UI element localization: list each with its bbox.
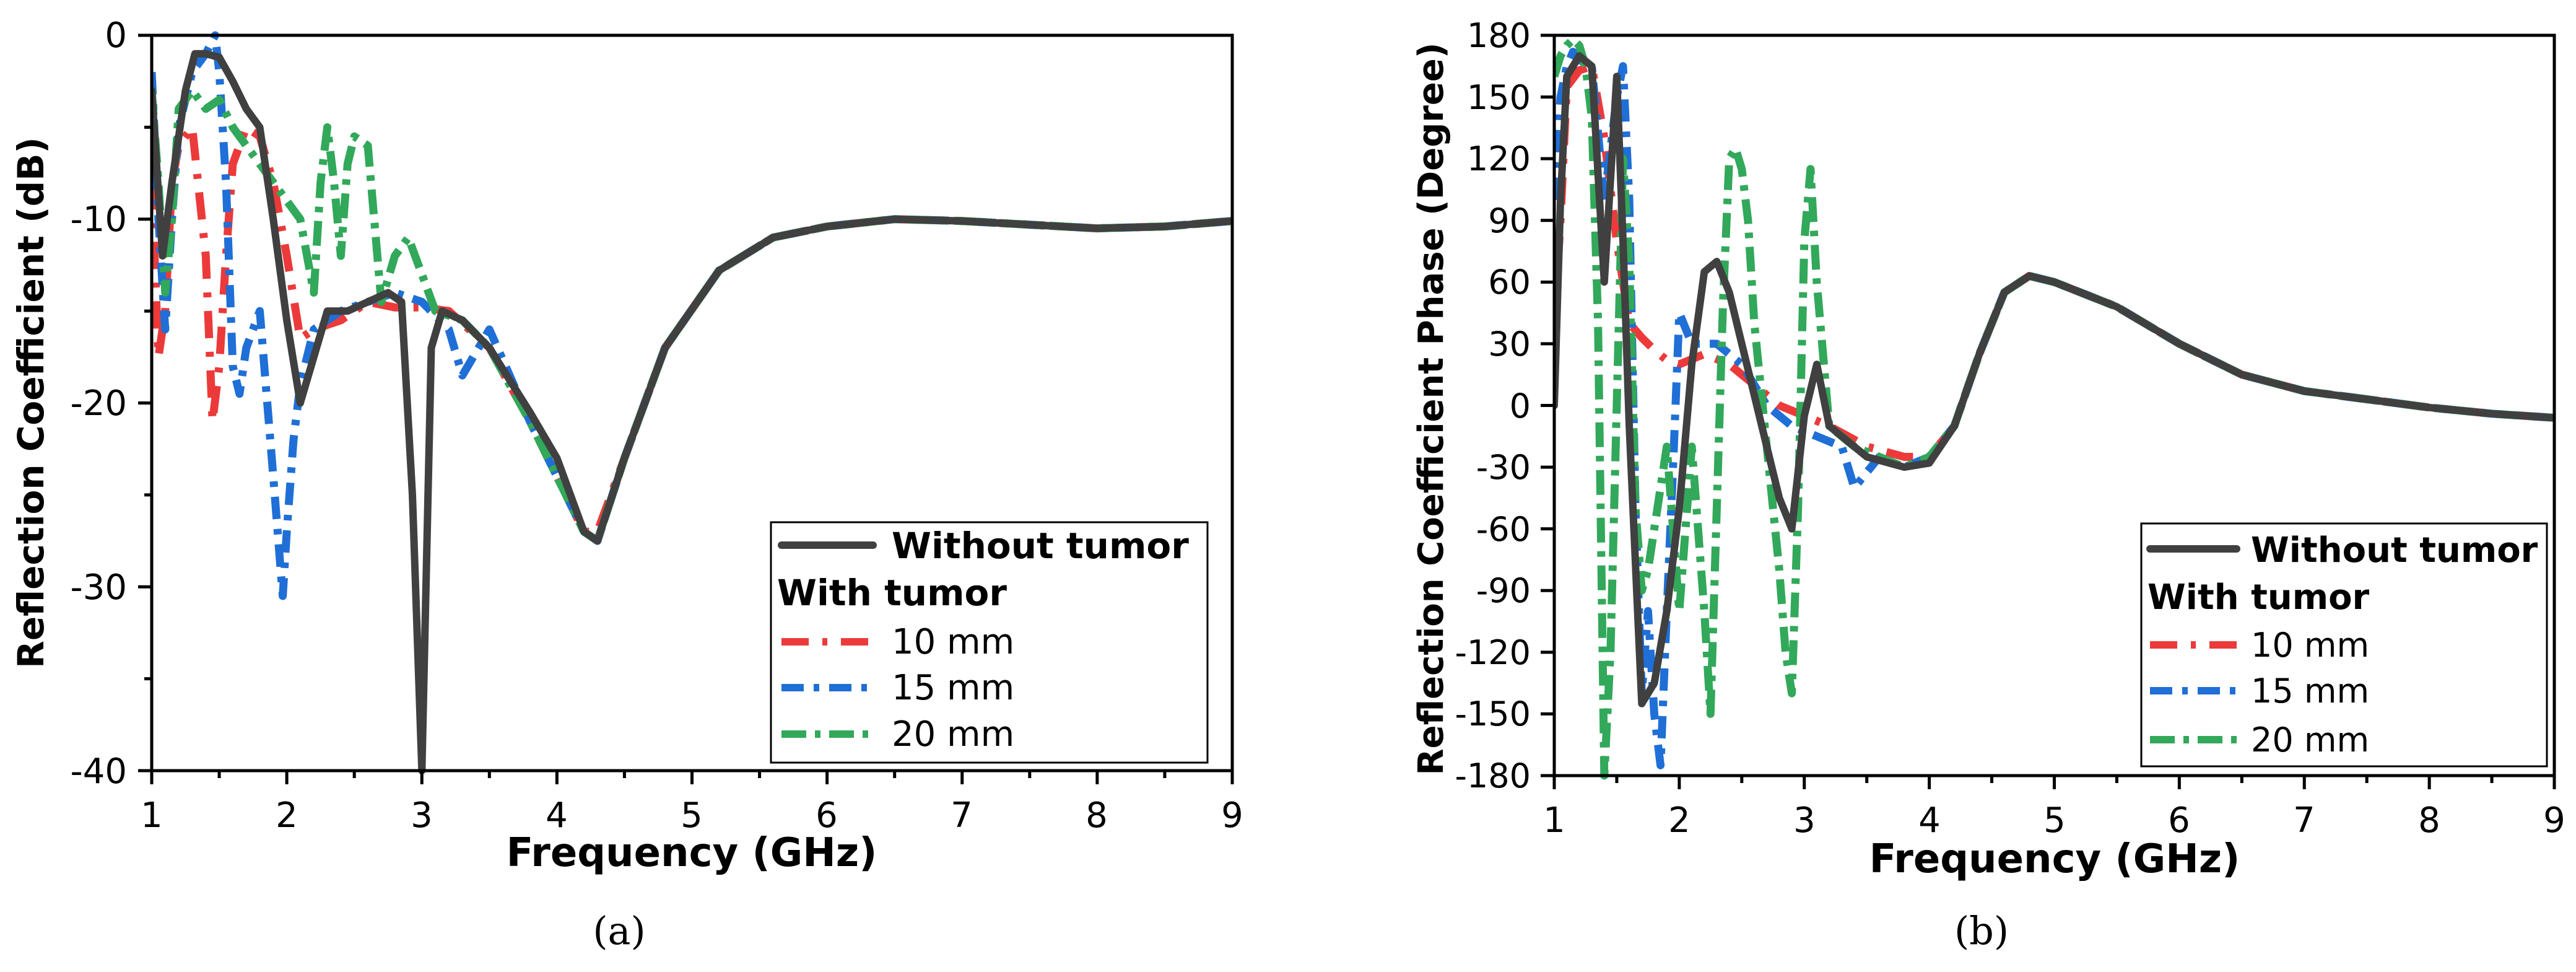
panel-a-x-tick-label: 3 xyxy=(411,795,433,836)
panel-b-y-tick-label: 90 xyxy=(1488,201,1531,240)
panel-b-phase-chart: 180 150 120 90 60 30 0 -30 -60 -90 -120 … xyxy=(1411,16,2565,953)
panel-a-legend-without-tumor: Without tumor xyxy=(892,525,1189,567)
panel-b-y-tick-labels: 180 150 120 90 60 30 0 -30 -60 -90 -120 … xyxy=(1455,16,1531,795)
panel-b-legend-box xyxy=(2140,522,2548,768)
panel-b-legend-group-title: With tumor xyxy=(2147,577,2370,618)
panel-b-y-tick-label: 60 xyxy=(1488,263,1531,302)
panel-a-series-group xyxy=(152,31,1232,774)
panel-b-y-tick-label: -180 xyxy=(1455,756,1531,795)
panel-b-x-tick-label: 8 xyxy=(2418,800,2440,841)
panel-b-x-axis-title: Frequency (GHz) xyxy=(1869,836,2240,882)
panel-a-legend-10mm: 10 mm xyxy=(892,622,1014,662)
panel-b-series-line-without-tumor xyxy=(1554,52,2554,707)
panel-a-legend: Without tumor With tumor 10 mm 15 mm 20 … xyxy=(770,521,1209,764)
panel-b-legend-10mm: 10 mm xyxy=(2251,626,2369,665)
panel-a-y-tick-label: -20 xyxy=(71,383,127,424)
panel-a-x-axis-title: Frequency (GHz) xyxy=(507,830,877,876)
panel-b-caption: (b) xyxy=(1954,908,2009,953)
panel-a-y-tick-label: -10 xyxy=(71,199,127,240)
panel-b-ticks xyxy=(1541,33,2556,789)
panel-a-x-tick-label: 2 xyxy=(276,795,298,836)
panel-b-x-tick-label: 6 xyxy=(2168,800,2190,841)
panel-b-y-axis-title: Reflection Coefficient Phase (Degree) xyxy=(1411,43,1451,776)
panel-a-ticks xyxy=(138,33,1234,784)
panel-a-legend-20mm: 20 mm xyxy=(892,714,1014,755)
panel-a-caption: (a) xyxy=(593,908,645,953)
panel-a-y-axis-title: Reflection Coefficient (dB) xyxy=(10,137,52,668)
panel-b-y-tick-label: -60 xyxy=(1476,510,1531,549)
panel-b-x-tick-label: 9 xyxy=(2543,800,2565,841)
panel-b-y-tick-label: 0 xyxy=(1510,387,1531,426)
panel-b-x-tick-label: 3 xyxy=(1793,800,1816,841)
panel-a-x-tick-label: 1 xyxy=(141,795,163,836)
panel-a-x-tick-labels: 1 2 3 4 5 6 7 8 9 xyxy=(141,795,1243,836)
panel-b-x-tick-label: 1 xyxy=(1543,800,1565,841)
panel-a-series-line-without-tumor xyxy=(152,50,1232,774)
panel-b-x-tick-label: 4 xyxy=(1918,800,1941,841)
panel-b-legend-20mm: 20 mm xyxy=(2251,720,2369,760)
panel-b-x-tick-label: 7 xyxy=(2293,800,2315,841)
panel-a-x-tick-label: 5 xyxy=(681,795,703,836)
panel-b-legend: Without tumor With tumor 10 mm 15 mm 20 … xyxy=(2140,522,2548,768)
panel-b-y-tick-label: -150 xyxy=(1455,694,1531,733)
panel-a-y-tick-label: -30 xyxy=(71,567,127,608)
panel-a-legend-group-title: With tumor xyxy=(777,572,1007,614)
panel-b-y-tick-label: 150 xyxy=(1467,78,1531,117)
panel-b-y-tick-label: -120 xyxy=(1455,633,1531,672)
panel-b-x-tick-label: 5 xyxy=(2043,800,2066,841)
panel-b-legend-without-tumor: Without tumor xyxy=(2251,530,2538,571)
panel-a-legend-15mm: 15 mm xyxy=(892,668,1014,708)
panel-b-x-tick-label: 2 xyxy=(1668,800,1690,841)
panel-a-series-line-mm20 xyxy=(152,86,1232,545)
panel-b-series-group xyxy=(1554,35,2554,780)
panel-a-x-tick-label: 7 xyxy=(951,795,973,836)
panel-a-magnitude-chart: 0 -10 -20 -30 -40 1 2 3 4 5 6 7 8 9 Freq… xyxy=(10,15,1243,953)
panel-b-y-tick-label: 30 xyxy=(1488,325,1531,364)
panel-a-y-tick-label: -40 xyxy=(71,751,127,792)
panel-b-legend-15mm: 15 mm xyxy=(2251,672,2369,711)
panel-b-y-tick-label: 120 xyxy=(1467,139,1531,178)
panel-a-x-tick-label: 6 xyxy=(816,795,838,836)
panel-b-y-tick-label: -30 xyxy=(1476,448,1531,487)
panel-b-y-tick-label: 180 xyxy=(1467,16,1531,55)
panel-a-x-tick-label: 9 xyxy=(1221,795,1243,836)
panel-a-y-tick-labels: 0 -10 -20 -30 -40 xyxy=(71,15,127,792)
panel-a-x-tick-label: 8 xyxy=(1086,795,1108,836)
panel-a-x-tick-label: 4 xyxy=(546,795,568,836)
panel-a-y-tick-label: 0 xyxy=(105,15,127,56)
panel-b-y-tick-label: -90 xyxy=(1476,571,1531,610)
panel-b-series-line-mm10 xyxy=(1554,62,2554,461)
panel-b-x-tick-labels: 1 2 3 4 5 6 7 8 9 xyxy=(1543,800,2565,841)
